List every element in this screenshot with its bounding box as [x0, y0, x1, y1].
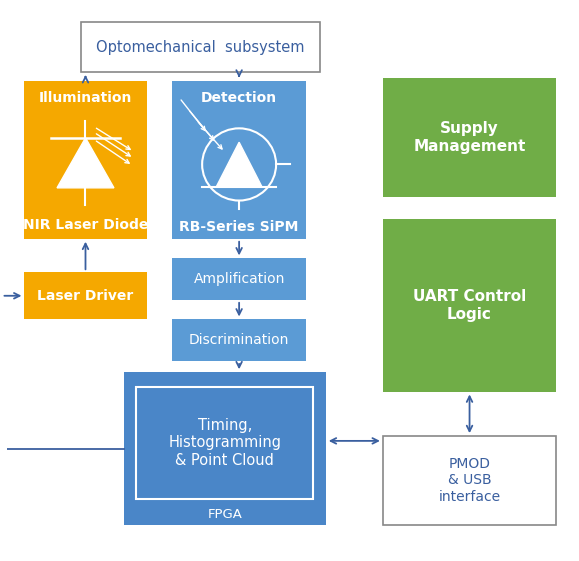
Text: NIR Laser Diode: NIR Laser Diode — [23, 218, 148, 232]
Text: RB-Series SiPM: RB-Series SiPM — [179, 219, 299, 233]
Text: PMOD
& USB
interface: PMOD & USB interface — [438, 457, 501, 504]
Text: Illumination: Illumination — [39, 91, 132, 105]
FancyBboxPatch shape — [124, 372, 326, 525]
Text: Laser Driver: Laser Driver — [38, 289, 134, 303]
Text: UART Control
Logic: UART Control Logic — [413, 289, 526, 321]
FancyBboxPatch shape — [24, 272, 146, 319]
Text: Amplification: Amplification — [193, 272, 285, 286]
FancyBboxPatch shape — [383, 78, 556, 197]
FancyBboxPatch shape — [173, 258, 306, 300]
FancyBboxPatch shape — [383, 219, 556, 392]
Polygon shape — [57, 138, 114, 188]
Polygon shape — [217, 142, 262, 187]
Text: Optomechanical  subsystem: Optomechanical subsystem — [97, 40, 305, 55]
Text: Detection: Detection — [201, 91, 277, 105]
Text: Supply
Management: Supply Management — [413, 121, 526, 154]
Text: Discrimination: Discrimination — [189, 333, 290, 347]
FancyBboxPatch shape — [137, 387, 313, 499]
FancyBboxPatch shape — [81, 22, 320, 72]
FancyBboxPatch shape — [173, 319, 306, 361]
FancyBboxPatch shape — [24, 81, 146, 239]
Text: Timing,
Histogramming
& Point Cloud: Timing, Histogramming & Point Cloud — [168, 418, 281, 468]
Text: FPGA: FPGA — [207, 508, 243, 521]
FancyBboxPatch shape — [173, 81, 306, 239]
FancyBboxPatch shape — [383, 436, 556, 525]
